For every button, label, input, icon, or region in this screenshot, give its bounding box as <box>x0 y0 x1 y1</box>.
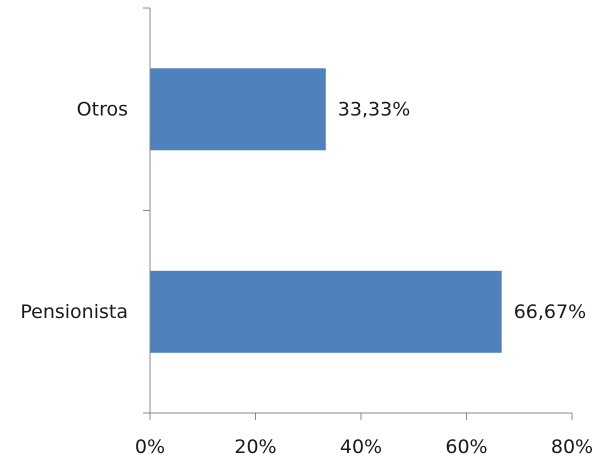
x-tick-label: 80% <box>551 436 593 458</box>
category-label-otros: Otros <box>77 98 128 120</box>
x-tick-label: 60% <box>445 436 487 458</box>
bar-pensionista <box>150 270 502 353</box>
data-label-otros: 33,33% <box>338 98 410 120</box>
x-tick-label: 40% <box>340 436 382 458</box>
axes-layer <box>143 7 573 420</box>
data-label-pensionista: 66,67% <box>514 301 586 323</box>
bar-otros <box>150 68 326 151</box>
category-label-pensionista: Pensionista <box>20 301 128 323</box>
x-tick-label: 0% <box>135 436 165 458</box>
bars-layer <box>150 68 502 353</box>
x-tick-label: 20% <box>234 436 276 458</box>
labels-layer: Otros 33,33% Pensionista 66,67% 0% 20% 40% 60% 8… <box>20 98 593 458</box>
